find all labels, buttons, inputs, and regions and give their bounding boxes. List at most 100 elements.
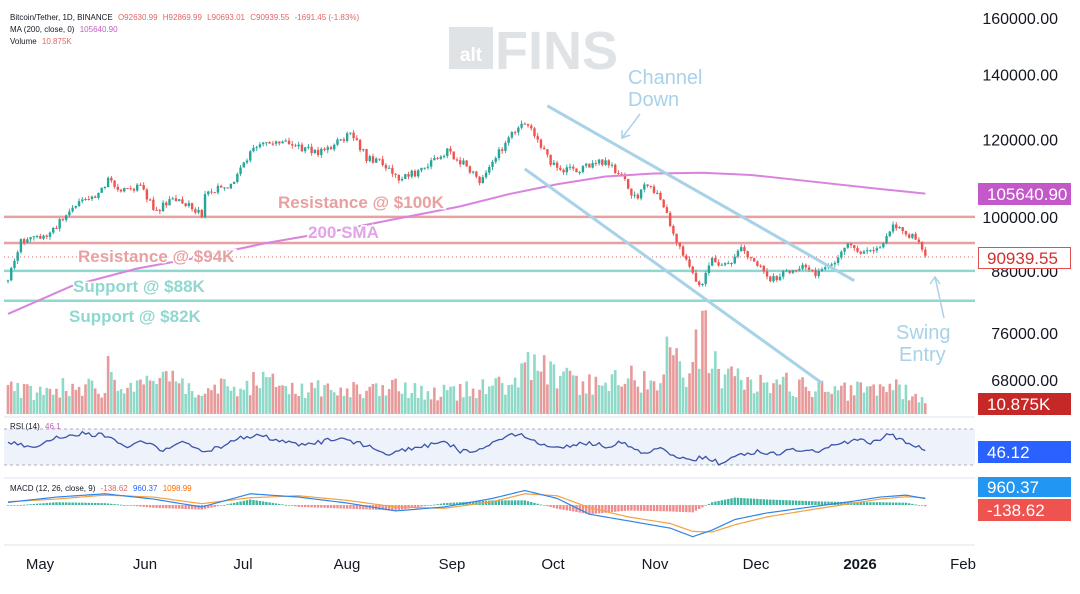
macd-histogram-bar (801, 500, 804, 505)
macd-histogram-bar (817, 501, 820, 505)
candle-body (652, 186, 656, 193)
macd-histogram-bar (446, 502, 449, 505)
volume-bar (704, 310, 707, 414)
macd-histogram-bar (865, 502, 869, 505)
macd-histogram-bar (710, 502, 714, 505)
macd-histogram-bar (694, 505, 698, 511)
candle-body (804, 264, 808, 268)
macd-histogram-bar (775, 499, 778, 505)
macd-histogram-bar (497, 500, 501, 505)
volume-bar (869, 386, 872, 414)
macd-histogram-bar (885, 502, 888, 505)
volume-bar (458, 383, 462, 414)
macd-histogram-bar (636, 505, 640, 511)
volume-bar (9, 381, 13, 414)
volume-bar (894, 379, 898, 414)
candle-body (113, 180, 116, 187)
volume-bar (578, 394, 582, 414)
candle-body (291, 144, 294, 146)
volume-bar (546, 384, 549, 414)
candle-body (875, 248, 879, 251)
candle-body (161, 202, 165, 212)
macd-histogram-bar (245, 500, 249, 505)
sma-badge: 105640.90 (978, 183, 1071, 205)
volume-bar (633, 380, 636, 414)
candle-body (174, 198, 178, 201)
macd-histogram-bar (752, 498, 756, 505)
candle-body (87, 199, 90, 201)
volume-bar (439, 396, 443, 414)
volume-badge: 10.875K (978, 393, 1071, 415)
watermark-fins-text: FINS (495, 21, 618, 81)
candle-body (656, 192, 659, 194)
volume-bar (248, 395, 252, 414)
volume-bar (836, 390, 840, 414)
volume-bar (798, 379, 801, 414)
macd-histogram-bar (391, 505, 394, 511)
volume-bar (610, 374, 614, 414)
price-tick-label: 160000.00 (982, 11, 1058, 28)
candle-body (345, 133, 349, 141)
macd-histogram-bar (597, 505, 601, 514)
candle-body (81, 199, 84, 202)
candle-body (523, 123, 526, 125)
macd-histogram-bar (513, 500, 517, 505)
candle-body (756, 261, 759, 266)
macd-histogram-bar (523, 500, 526, 505)
macd-histogram-bar (32, 503, 36, 505)
volume-bar (245, 380, 249, 414)
candle-body (759, 265, 762, 267)
volume-bar (830, 393, 833, 414)
volume-bar (210, 390, 213, 414)
volume-bar (190, 391, 194, 414)
macd-histogram-bar (924, 505, 927, 507)
candle-body (891, 224, 895, 232)
candle-body (633, 194, 636, 196)
macd-histogram-bar (500, 500, 504, 505)
candle-body (404, 174, 407, 179)
candle-body (823, 267, 827, 270)
candle-body (507, 137, 510, 143)
volume-bar (917, 402, 921, 414)
macd-histogram-bar (646, 505, 649, 511)
volume-bar (22, 383, 26, 414)
macd-histogram-bar (675, 505, 678, 512)
ma-label: MA (200, close, 0) (10, 25, 75, 34)
channel-down-annotation: Channel Down (628, 67, 703, 111)
macd-histogram-bar (827, 501, 830, 505)
volume-bar (413, 383, 417, 414)
macd-histogram-bar (804, 500, 808, 505)
volume-bar (730, 366, 733, 414)
macd-histogram-bar (236, 502, 239, 505)
volume-bar (513, 377, 517, 414)
volume-bar (814, 391, 817, 414)
volume-bar (48, 388, 52, 414)
volume-bar (820, 380, 824, 414)
candle-body (859, 251, 862, 254)
macd-histogram-bar (604, 505, 607, 513)
candle-body (271, 143, 275, 145)
macd-histogram-bar (526, 501, 530, 505)
macd-line (7, 489, 926, 538)
volume-bar (35, 392, 39, 414)
volume-bar (649, 380, 653, 414)
macd-histogram-bar (410, 505, 413, 509)
candle-body (129, 188, 132, 190)
macd-histogram-bar (252, 499, 255, 505)
macd-histogram-bar (904, 502, 908, 505)
candle-body (316, 149, 320, 156)
volume-bar (504, 394, 507, 414)
macd-histogram-bar (74, 502, 78, 505)
candle-body (371, 156, 375, 163)
volume-bar (391, 379, 394, 414)
candle-body (6, 280, 10, 282)
close-value: C90939.55 (250, 13, 290, 22)
volume-bar (313, 388, 317, 414)
watermark-box (449, 27, 493, 69)
volume-bar (303, 397, 307, 414)
candle-body (278, 141, 281, 144)
candle-body (484, 172, 488, 178)
candle-body (801, 264, 804, 269)
